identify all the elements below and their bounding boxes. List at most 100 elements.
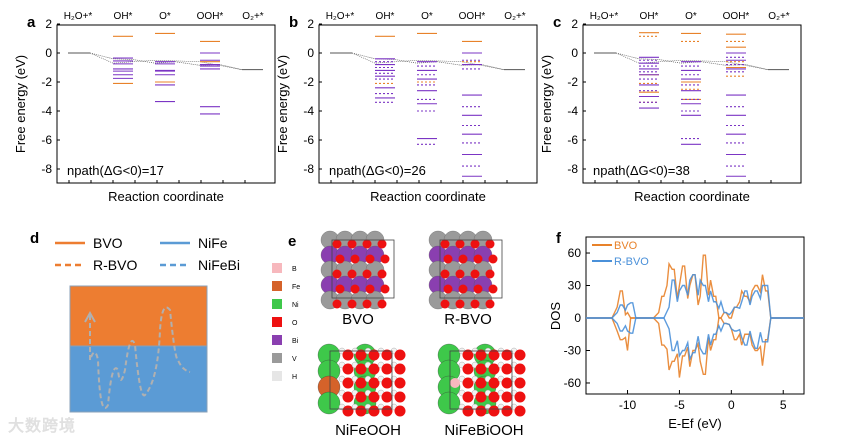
- y-tick-label: -8: [567, 162, 578, 176]
- legend-label: NiFe: [198, 235, 228, 251]
- state-label: H₂O+*: [64, 11, 93, 22]
- x-axis-label: Reaction coordinate: [108, 189, 224, 204]
- atom-O: [501, 405, 513, 417]
- atom-O: [475, 363, 487, 375]
- atom-O: [377, 269, 387, 279]
- plot-frame: [582, 24, 802, 184]
- structure-bvo: BVO: [320, 230, 395, 328]
- y-axis-label: Free energy (eV): [13, 55, 28, 153]
- legend-label: Fe: [292, 284, 300, 291]
- atom-O: [342, 391, 354, 403]
- state-label: OOH*: [459, 11, 486, 22]
- y-tick-label: 2: [45, 17, 52, 31]
- panel-label: a: [27, 14, 36, 31]
- legend-label: R-BVO: [93, 257, 137, 273]
- atom-B: [450, 378, 460, 388]
- atom-O: [458, 284, 468, 294]
- atom-O: [394, 363, 406, 375]
- atom-O: [485, 239, 495, 249]
- atom-O: [355, 349, 367, 361]
- atom-O: [514, 391, 526, 403]
- legend-label: V: [292, 356, 297, 363]
- atom-O: [394, 391, 406, 403]
- y-tick-label: -6: [41, 133, 52, 147]
- y-tick-label: 60: [568, 246, 582, 260]
- atom-O: [488, 405, 500, 417]
- energy-panel-b: b 2 0 -2 -4 -6 -8 H₂O+* OH* O* OOH* O₂+* Reaction co…: [275, 11, 538, 204]
- atom-O: [394, 405, 406, 417]
- legend-swatch-H: [272, 371, 282, 381]
- legend-label: O: [292, 320, 298, 327]
- atom-O: [443, 254, 453, 264]
- legend-label: B: [292, 266, 297, 273]
- atom-Ni: [437, 391, 461, 415]
- atom-O: [501, 391, 513, 403]
- atom-Ni: [317, 391, 341, 415]
- y-tick-label: 2: [307, 17, 314, 31]
- atom-O: [362, 239, 372, 249]
- energy-panel-a: a 2 0 -2 -4 -6 -8 H₂O+* OH* O* OOH* O₂+* Reaction co…: [13, 11, 276, 204]
- panel-label: f: [556, 230, 562, 247]
- panel-label: e: [288, 233, 296, 250]
- state-label: OH*: [114, 11, 133, 22]
- y-tick-label: -4: [41, 104, 52, 118]
- plot-frame: [318, 24, 538, 184]
- atom-O: [368, 405, 380, 417]
- atom-O: [377, 239, 387, 249]
- structure-r-bvo: R-BVO: [428, 230, 503, 328]
- watermark: 大数跨境: [8, 418, 77, 435]
- atom-O: [332, 269, 342, 279]
- atom-O: [514, 363, 526, 375]
- atom-O: [377, 299, 387, 309]
- atom-O: [347, 269, 357, 279]
- y-axis-label: DOS: [548, 302, 563, 331]
- unit-cell: [439, 239, 503, 299]
- energy-panel-c: c 2 0 -2 -4 -6 -8 H₂O+* OH* O* OOH* O₂+* Reaction co…: [539, 11, 802, 204]
- state-label: O*: [159, 11, 171, 22]
- atom-O: [455, 239, 465, 249]
- atom-O: [440, 299, 450, 309]
- x-axis-label: E-Ef (eV): [668, 416, 721, 431]
- atom-O: [355, 405, 367, 417]
- x-axis-label: Reaction coordinate: [370, 189, 486, 204]
- x-tick-label: 5: [780, 398, 787, 412]
- atom-O: [462, 391, 474, 403]
- y-tick-label: -30: [564, 343, 582, 357]
- atom-O: [368, 349, 380, 361]
- y-tick-label: -2: [41, 75, 52, 89]
- atom-O: [380, 284, 390, 294]
- state-label: H₂O+*: [590, 11, 619, 22]
- atom-O: [458, 254, 468, 264]
- legend-swatch-B: [272, 263, 282, 273]
- y-tick-label: 0: [574, 311, 581, 325]
- state-label: OH*: [640, 11, 659, 22]
- x-tick-label: -10: [619, 398, 637, 412]
- atom-O: [335, 284, 345, 294]
- atom-O: [381, 377, 393, 389]
- atom-O: [381, 405, 393, 417]
- atom-O: [462, 405, 474, 417]
- atom-O: [368, 377, 380, 389]
- npath-label: npath(ΔG<0)=38: [593, 163, 690, 178]
- panel-e: e B Fe Ni O Bi V H BVO R-BVO NiFeOOH NiFeBiOOH: [272, 230, 526, 439]
- dos-chart: f -10 -5 0 5 60 30 0 -30 -60 E-Ef (eV) DOS BVO R-BVO: [548, 230, 805, 431]
- atom-O: [443, 284, 453, 294]
- state-label: O₂+*: [768, 11, 790, 22]
- y-axis-label: Free energy (eV): [275, 55, 290, 153]
- y-tick-label: 0: [45, 46, 52, 60]
- atom-O: [368, 391, 380, 403]
- atom-O: [342, 363, 354, 375]
- structure-label: NiFeOOH: [335, 422, 401, 439]
- atom-O: [394, 377, 406, 389]
- legend-label: BVO: [614, 240, 638, 252]
- atom-O: [440, 239, 450, 249]
- unit-cell: [329, 350, 393, 410]
- atom-O: [350, 254, 360, 264]
- atom-O: [488, 349, 500, 361]
- unit-cell: [449, 350, 513, 410]
- atom-O: [501, 363, 513, 375]
- y-tick-label: 0: [571, 46, 578, 60]
- atom-O: [473, 254, 483, 264]
- atom-O: [473, 284, 483, 294]
